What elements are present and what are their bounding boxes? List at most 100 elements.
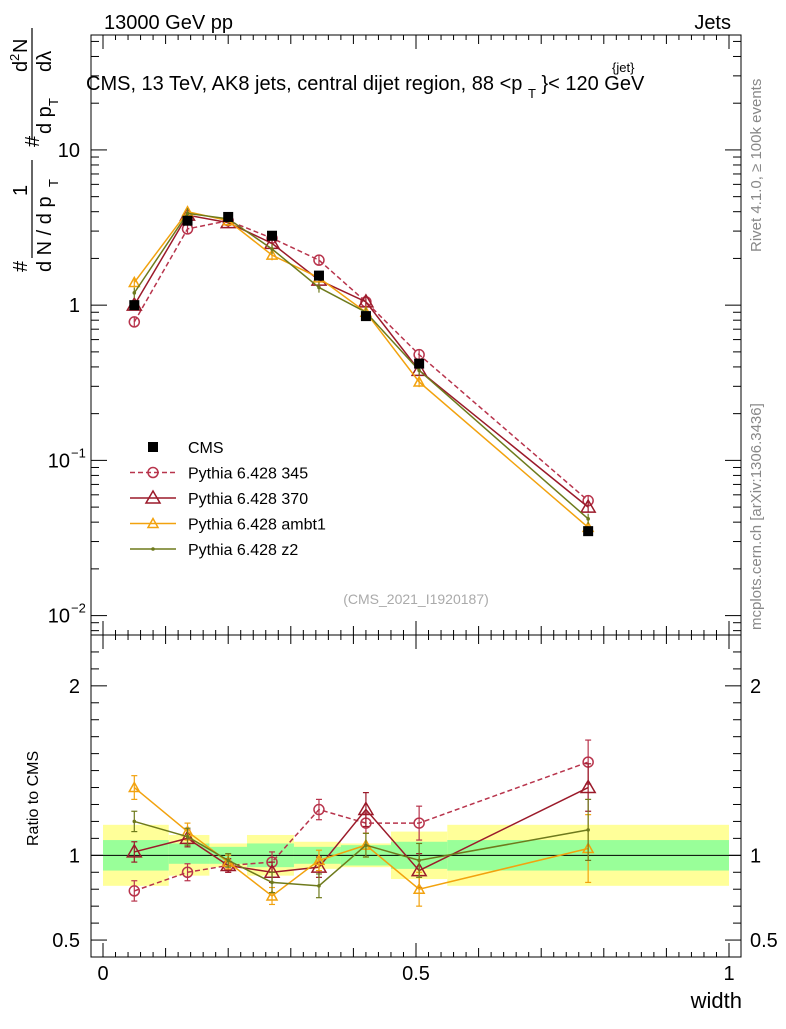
- ratio-marker: [185, 834, 190, 839]
- category-label: Jets: [694, 12, 731, 34]
- ylabel-denom-2: d p: [34, 106, 56, 134]
- ratio-marker: [364, 843, 368, 847]
- ratio-y-tick-label-right: 0.5: [750, 930, 778, 952]
- ratio-marker: [312, 853, 326, 866]
- ratio-marker: [413, 817, 425, 829]
- ylabel-denom-2-sub: T: [46, 98, 61, 106]
- series-marker: [317, 285, 321, 290]
- ratio-series-line: [134, 761, 589, 892]
- legend-label: Pythia 6.428 ambt1: [188, 517, 326, 534]
- ratio-y-tick-label-right: 1: [750, 845, 761, 867]
- cms-data-point: [414, 358, 425, 369]
- series-line: [133, 214, 589, 508]
- ratio-marker: [128, 885, 141, 897]
- series-marker: [417, 368, 421, 373]
- ratio-marker: [265, 889, 279, 901]
- ratio-series-line: [134, 820, 589, 887]
- ratio-marker: [132, 819, 137, 824]
- mcplots-label: mcplots.cern.ch [arXiv:1306.3436]: [748, 403, 765, 630]
- cms-data-point: [129, 300, 140, 311]
- energy-label: 13000 GeV pp: [104, 12, 233, 34]
- chart-title-sup: {jet}: [612, 60, 635, 75]
- ylabel-numer-1: 1: [10, 185, 32, 196]
- series-marker: [128, 316, 141, 328]
- ratio-ylabel: Ratio to CMS: [25, 751, 42, 846]
- series-marker: [128, 275, 141, 288]
- cms-data-point: [360, 311, 371, 322]
- series-marker: [313, 254, 325, 266]
- y-tick-label: 1: [69, 295, 80, 317]
- ylabel-hash-1: #: [10, 260, 32, 272]
- ylabel-d2n-exp: 2: [7, 54, 22, 61]
- legend-marker: [147, 466, 159, 479]
- ratio-y-tick-label: 2: [69, 676, 80, 698]
- cms-data-point: [583, 526, 594, 537]
- ylabel-d2n: d: [10, 61, 32, 72]
- x-axis-label: width: [690, 988, 742, 1013]
- ratio-y-tick-label: 0.5: [52, 930, 80, 952]
- watermark: (CMS_2021_I1920187): [343, 591, 489, 607]
- series-marker: [270, 247, 274, 251]
- x-tick-label: 0.5: [402, 963, 430, 985]
- ratio-marker: [181, 866, 194, 879]
- ratio-y-tick-label: 1: [69, 845, 80, 867]
- band-green: [168, 843, 210, 864]
- y-tick-label-exp: −1: [71, 445, 86, 460]
- legend-marker: [151, 547, 155, 551]
- ratio-marker: [579, 779, 597, 794]
- ratio-marker: [310, 858, 328, 873]
- series-marker: [579, 498, 597, 513]
- chart-title: CMS, 13 TeV, AK8 jets, central dijet reg…: [86, 73, 645, 103]
- series-line: [133, 210, 589, 528]
- legend-label: Pythia 6.428 345: [188, 466, 308, 483]
- ratio-plot: 0 0.5 1 0.5 0.5 1 1 2 2: [52, 634, 778, 985]
- chart-title-main: CMS, 13 TeV, AK8 jets, central dijet reg…: [86, 73, 522, 95]
- ratio-y-tick-label-right: 2: [750, 676, 761, 698]
- ratio-marker: [313, 803, 325, 816]
- chart-title-sub: T: [528, 86, 536, 101]
- series-marker: [412, 375, 426, 387]
- ratio-marker: [412, 882, 426, 894]
- legend: CMS Pythia 6.428 345 Pythia 6.428 370 Pythi…: [130, 440, 326, 559]
- ratio-marker: [270, 880, 274, 885]
- ratio-marker: [125, 843, 143, 858]
- series-marker: [132, 291, 137, 295]
- ratio-marker: [226, 858, 230, 863]
- y-tick-label-exp: −2: [71, 601, 86, 616]
- series-marker: [265, 248, 279, 260]
- ylabel-hash-2: #: [22, 135, 44, 147]
- ratio-series-line: [133, 786, 589, 897]
- cms-data-point: [267, 230, 278, 241]
- x-tick-label: 0: [97, 963, 108, 985]
- ratio-marker: [357, 801, 375, 816]
- x-tick-label: 1: [723, 963, 734, 985]
- main-ylabel: # 1 d N / d p T # d 2 N d p T dλ: [7, 28, 61, 272]
- series-marker: [185, 211, 190, 216]
- ratio-marker: [317, 884, 321, 888]
- cms-data-point: [313, 270, 324, 281]
- ratio-marker: [417, 858, 421, 863]
- ylabel-denom-sub: T: [46, 179, 61, 187]
- y-tick-label: 10: [58, 140, 80, 162]
- cms-data-point: [182, 215, 193, 226]
- legend-marker: [146, 516, 160, 529]
- ratio-marker: [128, 780, 141, 793]
- ratio-frame: [90, 634, 742, 958]
- cms-data-point: [223, 211, 234, 222]
- series-marker: [586, 517, 590, 521]
- y-tick-label: 10: [48, 606, 70, 628]
- ylabel-dlambda: dλ: [34, 51, 56, 72]
- ylabel-denom-1: d N / d p: [34, 196, 56, 272]
- legend-label: Pythia 6.428 z2: [188, 542, 298, 559]
- legend-label: Pythia 6.428 370: [188, 491, 308, 508]
- ylabel-n: N: [10, 39, 32, 53]
- chart-title-tail: }< 120 GeV: [541, 73, 645, 95]
- legend-marker: [144, 489, 162, 504]
- series-line: [133, 219, 589, 502]
- ratio-marker: [586, 828, 590, 832]
- y-tick-label: 10: [48, 450, 70, 472]
- legend-label-cms: CMS: [188, 440, 224, 457]
- series-line: [133, 212, 589, 520]
